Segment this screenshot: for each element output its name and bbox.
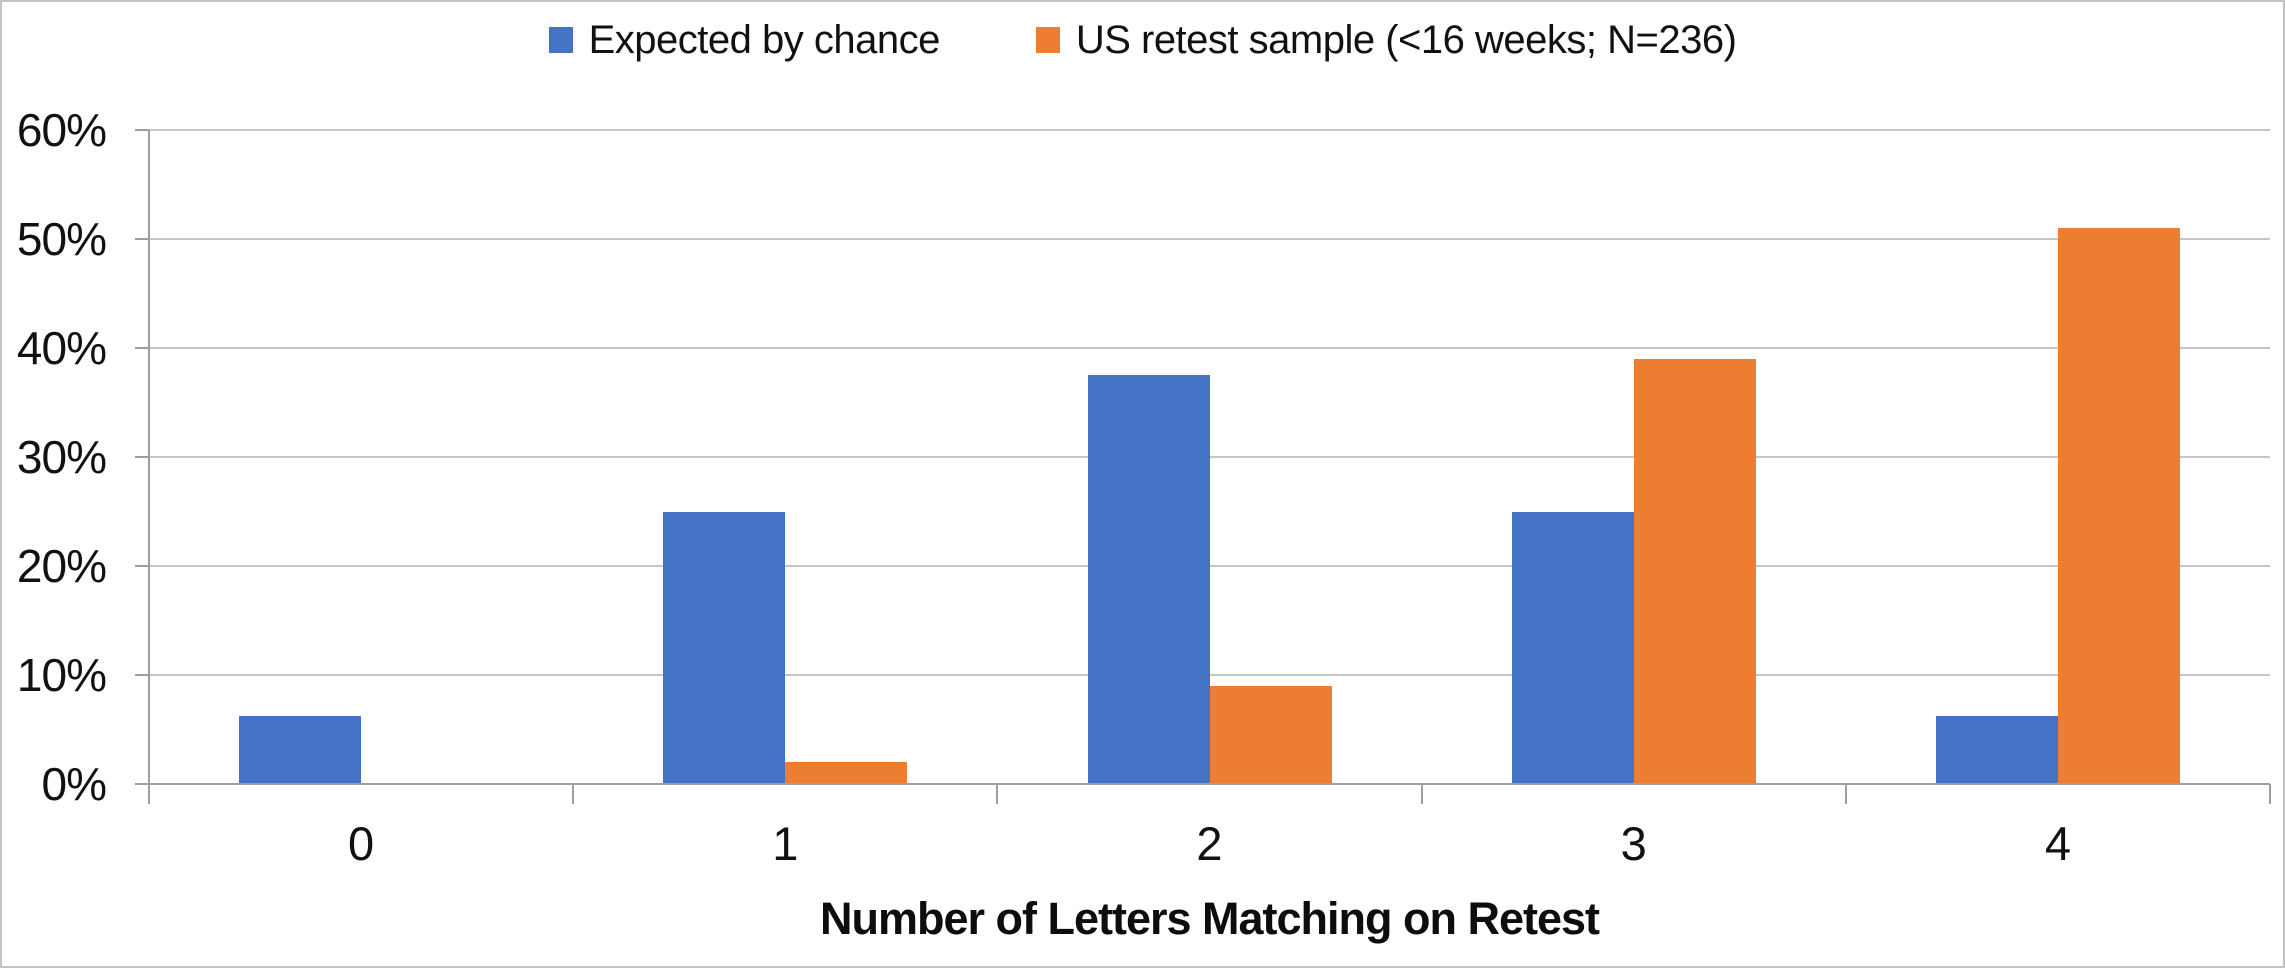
legend: Expected by chance US retest sample (<16… — [2, 16, 2283, 64]
y-tick-label: 50% — [16, 213, 107, 265]
legend-item-expected-by-chance: Expected by chance — [548, 16, 941, 64]
y-tick-label: 10% — [16, 649, 107, 701]
y-tick-label: 30% — [16, 431, 107, 483]
y-tick-label: 20% — [16, 540, 107, 592]
x-tick-label: 3 — [1620, 817, 1647, 870]
x-tick-label: 0 — [348, 817, 375, 870]
legend-swatch-orange — [1035, 27, 1060, 53]
y-axis-tick — [135, 565, 149, 567]
y-axis-tick — [135, 456, 149, 458]
legend-label-us-retest-sample: US retest sample (<16 weeks; N=236) — [1075, 18, 1737, 62]
gridline — [149, 347, 2270, 349]
y-axis-line — [148, 130, 150, 804]
x-axis-tick — [1420, 784, 1423, 804]
x-axis-title: Number of Letters Matching on Retest — [819, 893, 1600, 944]
plot-area — [149, 129, 2270, 784]
y-axis-tick — [135, 674, 149, 676]
y-axis-tick — [135, 783, 149, 785]
x-axis-line — [149, 783, 2270, 785]
bar-series0-cat0 — [239, 715, 362, 784]
gridline — [149, 565, 2270, 567]
y-axis-tick — [135, 347, 149, 349]
gridline — [149, 456, 2270, 458]
bar-series1-cat4 — [2057, 228, 2180, 784]
bar-series1-cat2 — [1209, 685, 1332, 784]
bar-series0-cat3 — [1511, 511, 1634, 784]
legend-item-us-retest-sample: US retest sample (<16 weeks; N=236) — [1035, 16, 1737, 64]
bar-series0-cat4 — [1935, 715, 2058, 784]
legend-swatch-blue — [548, 27, 573, 53]
x-axis-tick — [1844, 784, 1847, 804]
bar-series0-cat1 — [663, 511, 786, 784]
gridline — [149, 238, 2270, 240]
y-tick-label: 40% — [16, 322, 107, 374]
bar-series1-cat1 — [785, 762, 908, 784]
x-tick-label: 1 — [772, 817, 799, 870]
y-tick-label: 0% — [41, 758, 107, 810]
legend-label-expected-by-chance: Expected by chance — [588, 18, 941, 62]
x-axis-tick — [572, 784, 575, 804]
bar-series1-cat3 — [1633, 358, 1756, 784]
x-tick-label: 4 — [2044, 817, 2071, 870]
y-axis-tick — [135, 238, 149, 240]
x-axis-tick — [996, 784, 999, 804]
x-axis-tick — [2269, 784, 2271, 804]
gridline — [149, 129, 2270, 131]
bar-series0-cat2 — [1087, 375, 1210, 784]
gridline — [149, 674, 2270, 676]
y-axis-tick — [135, 129, 149, 131]
x-tick-label: 2 — [1196, 817, 1223, 870]
y-tick-label: 60% — [16, 104, 107, 156]
